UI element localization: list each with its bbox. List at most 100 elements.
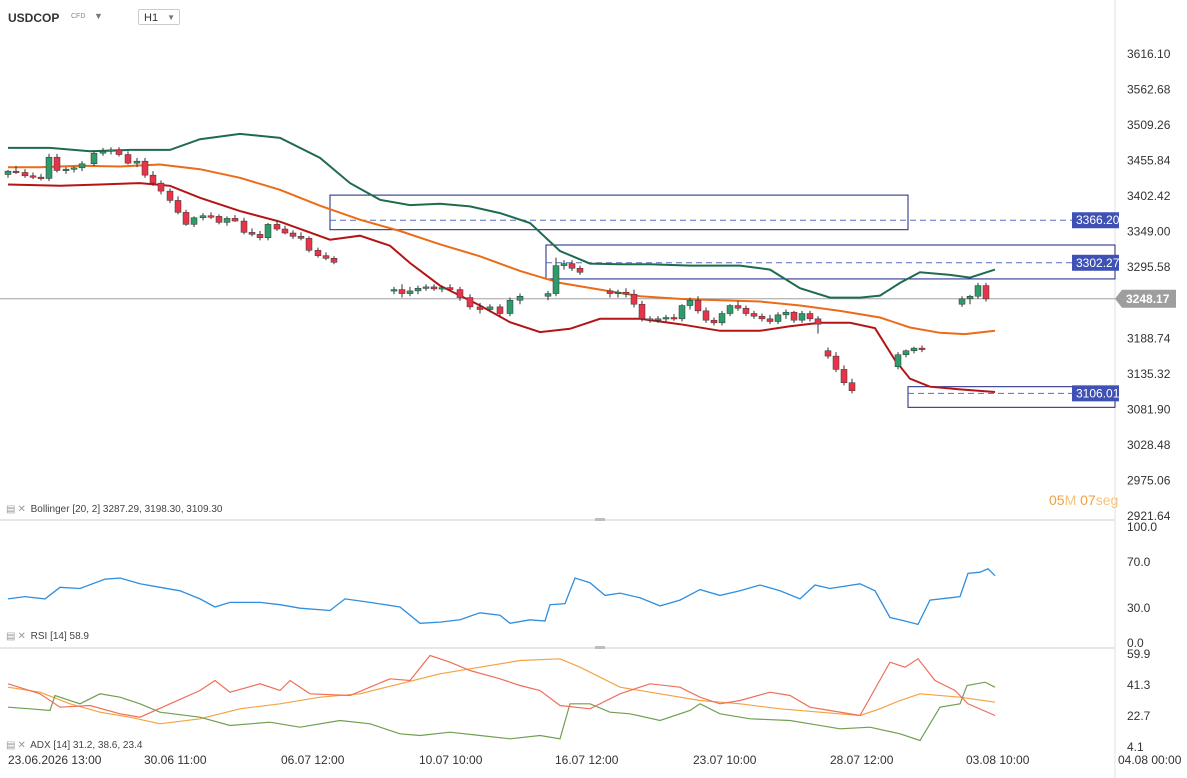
candle — [107, 147, 115, 155]
candle-body — [774, 314, 782, 322]
candle-body — [223, 218, 231, 223]
candle-body — [824, 350, 832, 357]
candle-body — [21, 172, 29, 177]
timeframe-select[interactable]: H1 ▼ — [138, 9, 180, 25]
candle — [330, 256, 338, 265]
candle-body — [99, 150, 107, 154]
candle — [832, 352, 840, 373]
candle — [240, 217, 248, 235]
candle-body — [848, 382, 856, 391]
price-axis-label: 3455.84 — [1127, 154, 1171, 168]
candle — [398, 284, 406, 298]
candle — [702, 307, 710, 323]
candle — [133, 157, 141, 168]
last-price-tag — [1115, 289, 1176, 308]
candle — [974, 282, 982, 299]
price-axis-label: 3509.26 — [1127, 118, 1171, 132]
rsi-axis-label: 30.0 — [1127, 601, 1151, 615]
settings-icon[interactable]: ▤ — [6, 631, 16, 642]
candle-body — [4, 170, 12, 175]
candle — [430, 284, 438, 291]
symbol-dropdown-icon[interactable]: ▼ — [94, 11, 103, 21]
candle — [314, 247, 322, 258]
candle-body — [918, 347, 926, 350]
candle — [215, 214, 223, 225]
candle-body — [630, 293, 638, 305]
settings-icon[interactable]: ▤ — [6, 504, 16, 515]
timer-minutes: 05 — [1049, 492, 1065, 508]
candle — [157, 180, 165, 195]
price-axis-label: 3562.68 — [1127, 83, 1171, 97]
candle-body — [62, 168, 70, 171]
candle — [790, 310, 798, 323]
candle — [207, 212, 215, 220]
candle — [678, 304, 686, 322]
candle-body — [133, 160, 141, 164]
close-icon[interactable]: ✕ — [17, 740, 26, 751]
candle-body — [322, 255, 330, 259]
candle-body — [273, 224, 281, 230]
candle — [606, 288, 614, 298]
candle-body — [390, 289, 398, 292]
candle-body — [790, 311, 798, 321]
candle — [446, 284, 454, 291]
chevron-down-icon: ▼ — [167, 13, 175, 22]
candle-timer: 05M 07seg — [1049, 492, 1118, 508]
candle-body — [686, 299, 694, 306]
symbol-name[interactable]: USDCOP — [8, 11, 60, 25]
candle-body — [568, 263, 576, 269]
adx-label: ADX [14] 31.2, 38.6, 23.4 — [30, 740, 143, 751]
candle — [248, 228, 256, 237]
candle-body — [281, 228, 289, 234]
candle — [281, 225, 289, 235]
candle — [544, 290, 552, 301]
candle — [966, 294, 974, 305]
candle-body — [149, 174, 157, 184]
candle — [814, 316, 822, 334]
candle — [182, 209, 190, 226]
candle-body — [430, 286, 438, 290]
candle-body — [446, 287, 454, 290]
candle — [670, 314, 678, 321]
candle-body — [814, 318, 822, 325]
candle-body — [466, 297, 474, 308]
candle — [894, 352, 902, 370]
candle-body — [207, 215, 215, 218]
candle — [70, 166, 78, 173]
candle — [29, 172, 37, 180]
candle — [568, 260, 576, 271]
candle — [516, 293, 524, 305]
candle — [322, 252, 330, 261]
close-icon[interactable]: ✕ — [17, 631, 26, 642]
candle-body — [750, 313, 758, 317]
candle — [141, 157, 149, 178]
candle — [560, 260, 568, 270]
bollinger-legend: ▤ ✕ Bollinger [20, 2] 3287.29, 3198.30, 3… — [6, 504, 222, 515]
candle-body — [638, 303, 646, 320]
settings-icon[interactable]: ▤ — [6, 740, 16, 751]
candle-body — [29, 175, 37, 178]
candle-body — [70, 167, 78, 170]
candle — [622, 288, 630, 298]
candle-body — [718, 313, 726, 324]
candle-body — [53, 156, 61, 171]
candle — [99, 147, 107, 156]
candle — [734, 300, 742, 311]
time-axis-label: 23.06.2026 13:00 — [8, 753, 102, 767]
close-icon[interactable]: ✕ — [17, 504, 26, 515]
candle-body — [678, 305, 686, 320]
adx-axis-label: 59.9 — [1127, 647, 1151, 661]
candle-body — [422, 286, 430, 289]
candle-body — [174, 200, 182, 213]
candle-body — [215, 216, 223, 223]
candle — [646, 316, 654, 323]
candle-body — [240, 220, 248, 233]
candle — [958, 296, 966, 307]
candle — [726, 304, 734, 317]
candle — [496, 304, 504, 317]
price-axis-label: 3349.00 — [1127, 225, 1171, 239]
rsi-legend: ▤ ✕ RSI [14] 58.9 — [6, 631, 89, 642]
price-axis-label: 3081.90 — [1127, 402, 1171, 416]
candle-body — [199, 215, 207, 218]
